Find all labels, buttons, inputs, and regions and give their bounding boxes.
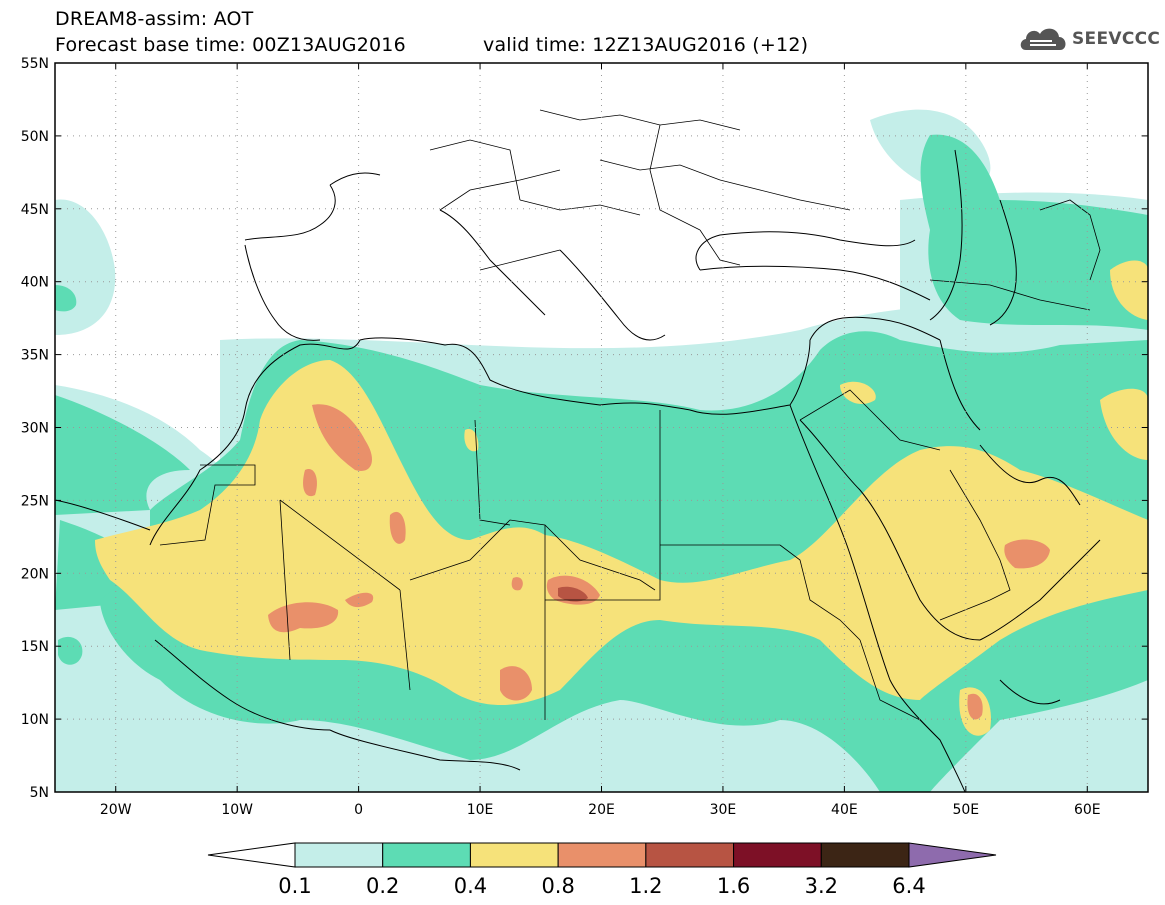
lat-label: 15N xyxy=(21,639,49,655)
logo-text: SEEVCCC xyxy=(1072,29,1161,49)
lat-label: 10N xyxy=(21,712,49,728)
lon-label: 50E xyxy=(952,802,979,818)
colorbar-under-triangle xyxy=(207,842,296,868)
lon-label: 20W xyxy=(100,802,132,818)
colorbar-segment xyxy=(469,842,559,868)
colorbar-label: 0.2 xyxy=(366,874,399,898)
lon-label: 0 xyxy=(354,802,363,818)
colorbar-label: 1.2 xyxy=(629,874,662,898)
lat-label: 30N xyxy=(21,421,49,437)
colorbar-label: 1.6 xyxy=(717,874,750,898)
colorbar-segment xyxy=(733,842,822,868)
cloud-icon xyxy=(1020,28,1066,50)
lat-label: 5N xyxy=(30,785,49,801)
colorbar-segment xyxy=(645,842,735,868)
lat-label: 20N xyxy=(21,566,49,582)
colorbar: 0.1 0.2 0.4 0.8 1.2 1.6 3.2 6.4 xyxy=(207,842,997,898)
lat-label: 50N xyxy=(21,129,49,145)
chart-title: DREAM8-assim: AOT xyxy=(55,8,254,30)
colorbar-over-triangle xyxy=(908,842,997,868)
colorbar-segment xyxy=(820,842,910,868)
lat-label: 45N xyxy=(21,202,49,218)
valid-time: valid time: 12Z13AUG2016 (+12) xyxy=(483,34,809,56)
lat-label: 55N xyxy=(21,56,49,72)
colorbar-label: 3.2 xyxy=(805,874,838,898)
colorbar-label: 0.4 xyxy=(454,874,487,898)
lat-label: 25N xyxy=(21,493,49,509)
lon-label: 30E xyxy=(710,802,737,818)
lon-label: 60E xyxy=(1074,802,1101,818)
seevccc-logo: SEEVCCC xyxy=(1018,22,1161,56)
lon-label: 10E xyxy=(467,802,494,818)
lat-label: 40N xyxy=(21,275,49,291)
colorbar-segment xyxy=(382,842,471,868)
aot-band-1.2-1.6 xyxy=(558,586,588,602)
lon-label: 10W xyxy=(221,802,253,818)
graticule xyxy=(55,63,1148,792)
lat-label: 35N xyxy=(21,348,49,364)
colorbar-label: 6.4 xyxy=(892,874,925,898)
aot-field xyxy=(55,109,1148,792)
forecast-base-time: Forecast base time: 00Z13AUG2016 xyxy=(55,34,406,56)
colorbar-segment xyxy=(294,842,384,868)
lon-label: 20E xyxy=(588,802,615,818)
coastlines xyxy=(55,149,1101,792)
colorbar-label: 0.8 xyxy=(541,874,574,898)
lon-label: 40E xyxy=(831,802,858,818)
axis-labels: 55N 50N 45N 40N 35N 30N 25N 20N 15N 10N 5N 20W 10W 0 1… xyxy=(21,56,1148,818)
colorbar-label: 0.1 xyxy=(278,874,311,898)
colorbar-segment xyxy=(557,842,647,868)
